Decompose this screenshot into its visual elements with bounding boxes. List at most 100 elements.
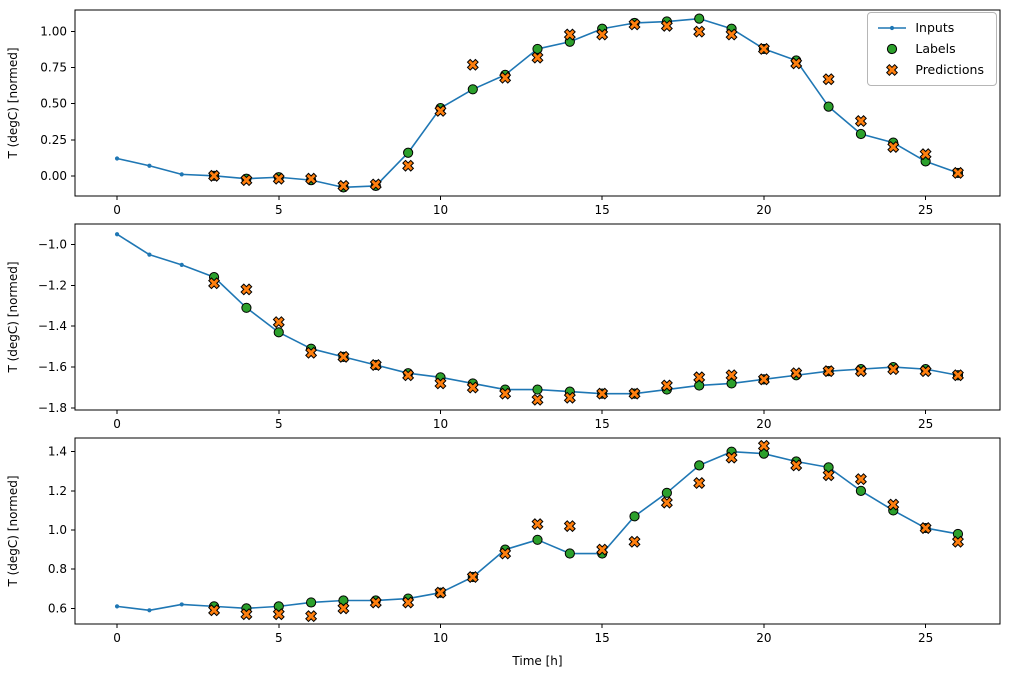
y-axis-label: T (degC) [normed] [6,261,20,373]
y-tick-label: 0.25 [40,133,67,147]
label-marker [532,384,543,395]
label-marker [467,84,478,95]
prediction-marker [596,28,609,41]
prediction-marker [757,42,770,55]
y-tick-label: −1.8 [38,401,67,415]
y-tick-label: −1.0 [38,237,67,251]
prediction-marker [822,469,835,482]
prediction-marker [919,365,932,378]
legend-label: Predictions [915,62,984,77]
legend-item-inputs: Inputs [877,20,984,36]
subplot-3: 0 5 10 15 20 25 0.6 0.8 1.0 1.2 1.4 T (degC) [norme… [6,437,1001,668]
prediction-marker [240,608,253,621]
prediction-marker [596,543,609,556]
input-point [114,156,120,161]
label-marker [661,487,672,498]
label-marker [403,147,414,158]
prediction-marker [563,28,576,41]
legend: Inputs Labels Predictions [867,12,997,86]
input-point [179,602,184,607]
prediction-marker [951,369,964,382]
x-tick-label: 10 [433,631,448,645]
x-tick-label: 25 [918,631,933,645]
prediction-marker [499,547,512,560]
prediction-marker [499,71,512,84]
input-point [147,163,152,168]
prediction-marker [854,365,867,378]
label-marker [694,460,705,471]
label-marker [306,597,317,608]
prediction-marker [725,369,738,382]
prediction-marker [531,51,544,64]
y-axis-label: T (degC) [normed] [6,475,20,587]
prediction-marker [854,115,867,128]
label-marker [241,302,252,313]
legend-item-labels: Labels [877,41,984,57]
x-tick-label: 0 [113,417,121,431]
y-tick-label: 0.50 [40,97,67,111]
x-tick-label: 10 [433,417,448,431]
prediction-marker [693,25,706,38]
prediction-marker [660,19,673,32]
prediction-marker [531,393,544,406]
y-tick-label: 1.0 [48,523,67,537]
prediction-marker [628,535,641,548]
legend-x-glyph [886,63,899,77]
prediction-marker [272,608,285,621]
labels-circle-icon [887,43,898,55]
x-tick-label: 0 [113,203,121,217]
prediction-marker [790,367,803,380]
label-marker [564,548,575,559]
y-tick-label: 1.4 [48,445,67,459]
prediction-marker [434,104,447,117]
prediction-marker [887,498,900,511]
legend-label: Labels [915,41,956,56]
prediction-marker [369,359,382,372]
prediction-marker [434,586,447,599]
prediction-marker [531,518,544,531]
prediction-marker [660,379,673,392]
label-marker [726,378,737,389]
prediction-marker [951,166,964,179]
prediction-marker [240,174,253,187]
label-marker [273,327,284,338]
prediction-marker [693,477,706,490]
prediction-marker [725,451,738,464]
prediction-marker [725,28,738,41]
prediction-marker [337,179,350,192]
x-tick-label: 20 [756,417,771,431]
axes-spine [74,9,1001,197]
prediction-marker [822,365,835,378]
input-point [114,604,120,609]
y-tick-label: −1.6 [38,360,67,374]
prediction-marker [951,535,964,548]
prediction-marker [854,473,867,486]
prediction-marker [369,178,382,191]
prediction-marker [369,596,382,609]
input-point [147,252,152,257]
x-tick-label: 20 [756,631,771,645]
prediction-marker [596,387,609,400]
prediction-marker [305,610,318,623]
prediction-marker [305,172,318,185]
prediction-marker [305,346,318,359]
prediction-marker [402,159,415,172]
prediction-marker [466,58,479,71]
prediction-marker [822,73,835,86]
prediction-marker [402,596,415,609]
x-tick-label: 5 [275,203,283,217]
prediction-marker [757,439,770,452]
prediction-marker [563,391,576,404]
prediction-marker [693,371,706,384]
x-axis-label: Time [h] [511,654,562,668]
input-point [179,172,184,177]
prediction-marker [919,522,932,535]
prediction-marker [466,571,479,584]
prediction-marker [887,140,900,153]
subplot-1: 0 5 10 15 20 25 0.00 0.25 0.50 0.75 1.00 T (degC) [… [6,9,1001,217]
prediction-marker [337,602,350,615]
prediction-marker [660,496,673,509]
y-tick-label: 1.2 [48,484,67,498]
axes-spine [74,223,1001,411]
